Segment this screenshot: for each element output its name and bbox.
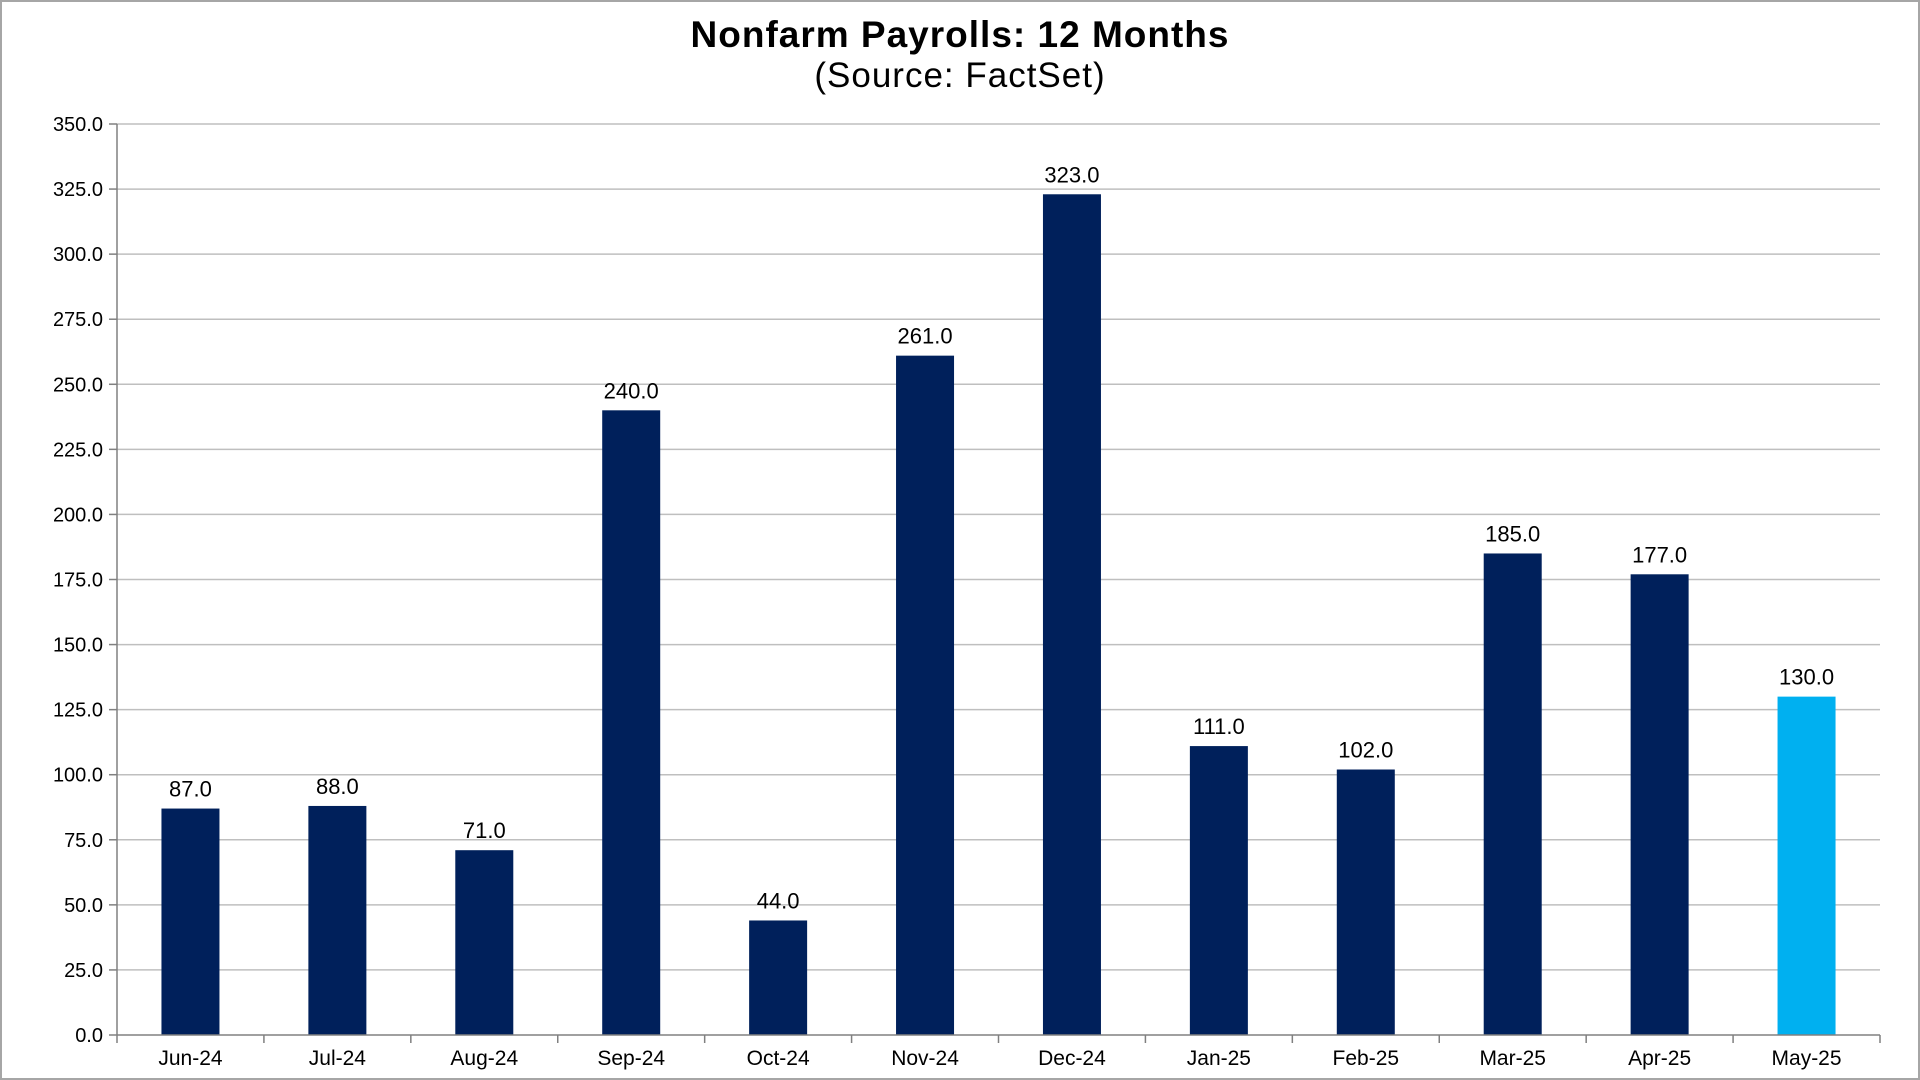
y-tick-label: 100.0	[53, 765, 103, 787]
y-tick-label: 325.0	[53, 179, 103, 201]
data-label: 177.0	[1632, 542, 1687, 567]
x-tick-label: Oct-24	[747, 1047, 810, 1070]
chart-subtitle: (Source: FactSet)	[814, 56, 1106, 95]
data-label: 185.0	[1485, 521, 1540, 546]
y-tick-label: 225.0	[53, 439, 103, 461]
axes	[116, 124, 1881, 1043]
y-tick-label: 275.0	[53, 309, 103, 331]
y-tick-label: 25.0	[64, 960, 103, 982]
y-tick-label: 125.0	[53, 700, 103, 722]
x-tick-label: Jan-25	[1187, 1047, 1251, 1070]
y-axis-tick-labels: 0.0 25.0 50.0 75.0 100.0 125.0 150.0 175.0 200.0…	[53, 114, 103, 1047]
x-tick-label: Nov-24	[891, 1047, 959, 1070]
bars	[161, 194, 1836, 1035]
gridlines	[109, 123, 1880, 1036]
y-tick-label: 350.0	[53, 114, 103, 136]
bar-apr-25	[1630, 574, 1689, 1035]
y-tick-label: 0.0	[75, 1025, 103, 1047]
bar-jul-24	[308, 805, 367, 1035]
x-tick-label: Feb-25	[1333, 1047, 1400, 1070]
data-label: 44.0	[757, 888, 800, 913]
data-label: 240.0	[604, 378, 659, 403]
x-tick-label: Dec-24	[1038, 1047, 1106, 1070]
data-label: 71.0	[463, 818, 506, 843]
x-tick-label: Jun-24	[158, 1047, 223, 1070]
x-tick-label: Mar-25	[1479, 1047, 1546, 1070]
data-labels: 87.0 88.0 71.0 240.0 44.0 261.0 323.0 111.0 102.…	[169, 162, 1834, 913]
bar-feb-25	[1336, 769, 1395, 1035]
x-tick-label: Jul-24	[309, 1047, 367, 1070]
data-label: 111.0	[1193, 714, 1245, 739]
bar-mar-25	[1483, 553, 1542, 1035]
data-label: 323.0	[1044, 162, 1099, 187]
x-tick-label: Aug-24	[450, 1047, 518, 1070]
y-tick-label: 50.0	[64, 895, 103, 917]
data-label: 130.0	[1779, 665, 1834, 690]
bar-oct-24	[749, 920, 808, 1035]
x-tick-label: Apr-25	[1628, 1047, 1691, 1070]
bar-sep-24	[602, 410, 661, 1035]
y-tick-label: 150.0	[53, 635, 103, 657]
y-tick-label: 300.0	[53, 244, 103, 266]
data-label: 261.0	[898, 324, 953, 349]
x-tick-label: Sep-24	[597, 1047, 665, 1070]
chart-title: Nonfarm Payrolls: 12 Months	[690, 14, 1230, 55]
y-tick-label: 75.0	[64, 830, 103, 852]
data-label: 88.0	[316, 774, 359, 799]
data-label: 87.0	[169, 777, 212, 802]
y-tick-label: 175.0	[53, 570, 103, 592]
bar-dec-24	[1042, 194, 1101, 1035]
bar-nov-24	[896, 355, 955, 1035]
x-axis-tick-labels: Jun-24 Jul-24 Aug-24 Sep-24 Oct-24 Nov-24 Dec-…	[158, 1047, 1841, 1070]
bar-may-25	[1777, 696, 1836, 1035]
y-tick-label: 200.0	[53, 504, 103, 526]
y-tick-label: 250.0	[53, 374, 103, 396]
x-tick-label: May-25	[1772, 1047, 1842, 1070]
bar-jan-25	[1189, 746, 1248, 1035]
bar-aug-24	[455, 850, 514, 1035]
bar-jun-24	[161, 808, 220, 1035]
data-label: 102.0	[1338, 738, 1393, 763]
